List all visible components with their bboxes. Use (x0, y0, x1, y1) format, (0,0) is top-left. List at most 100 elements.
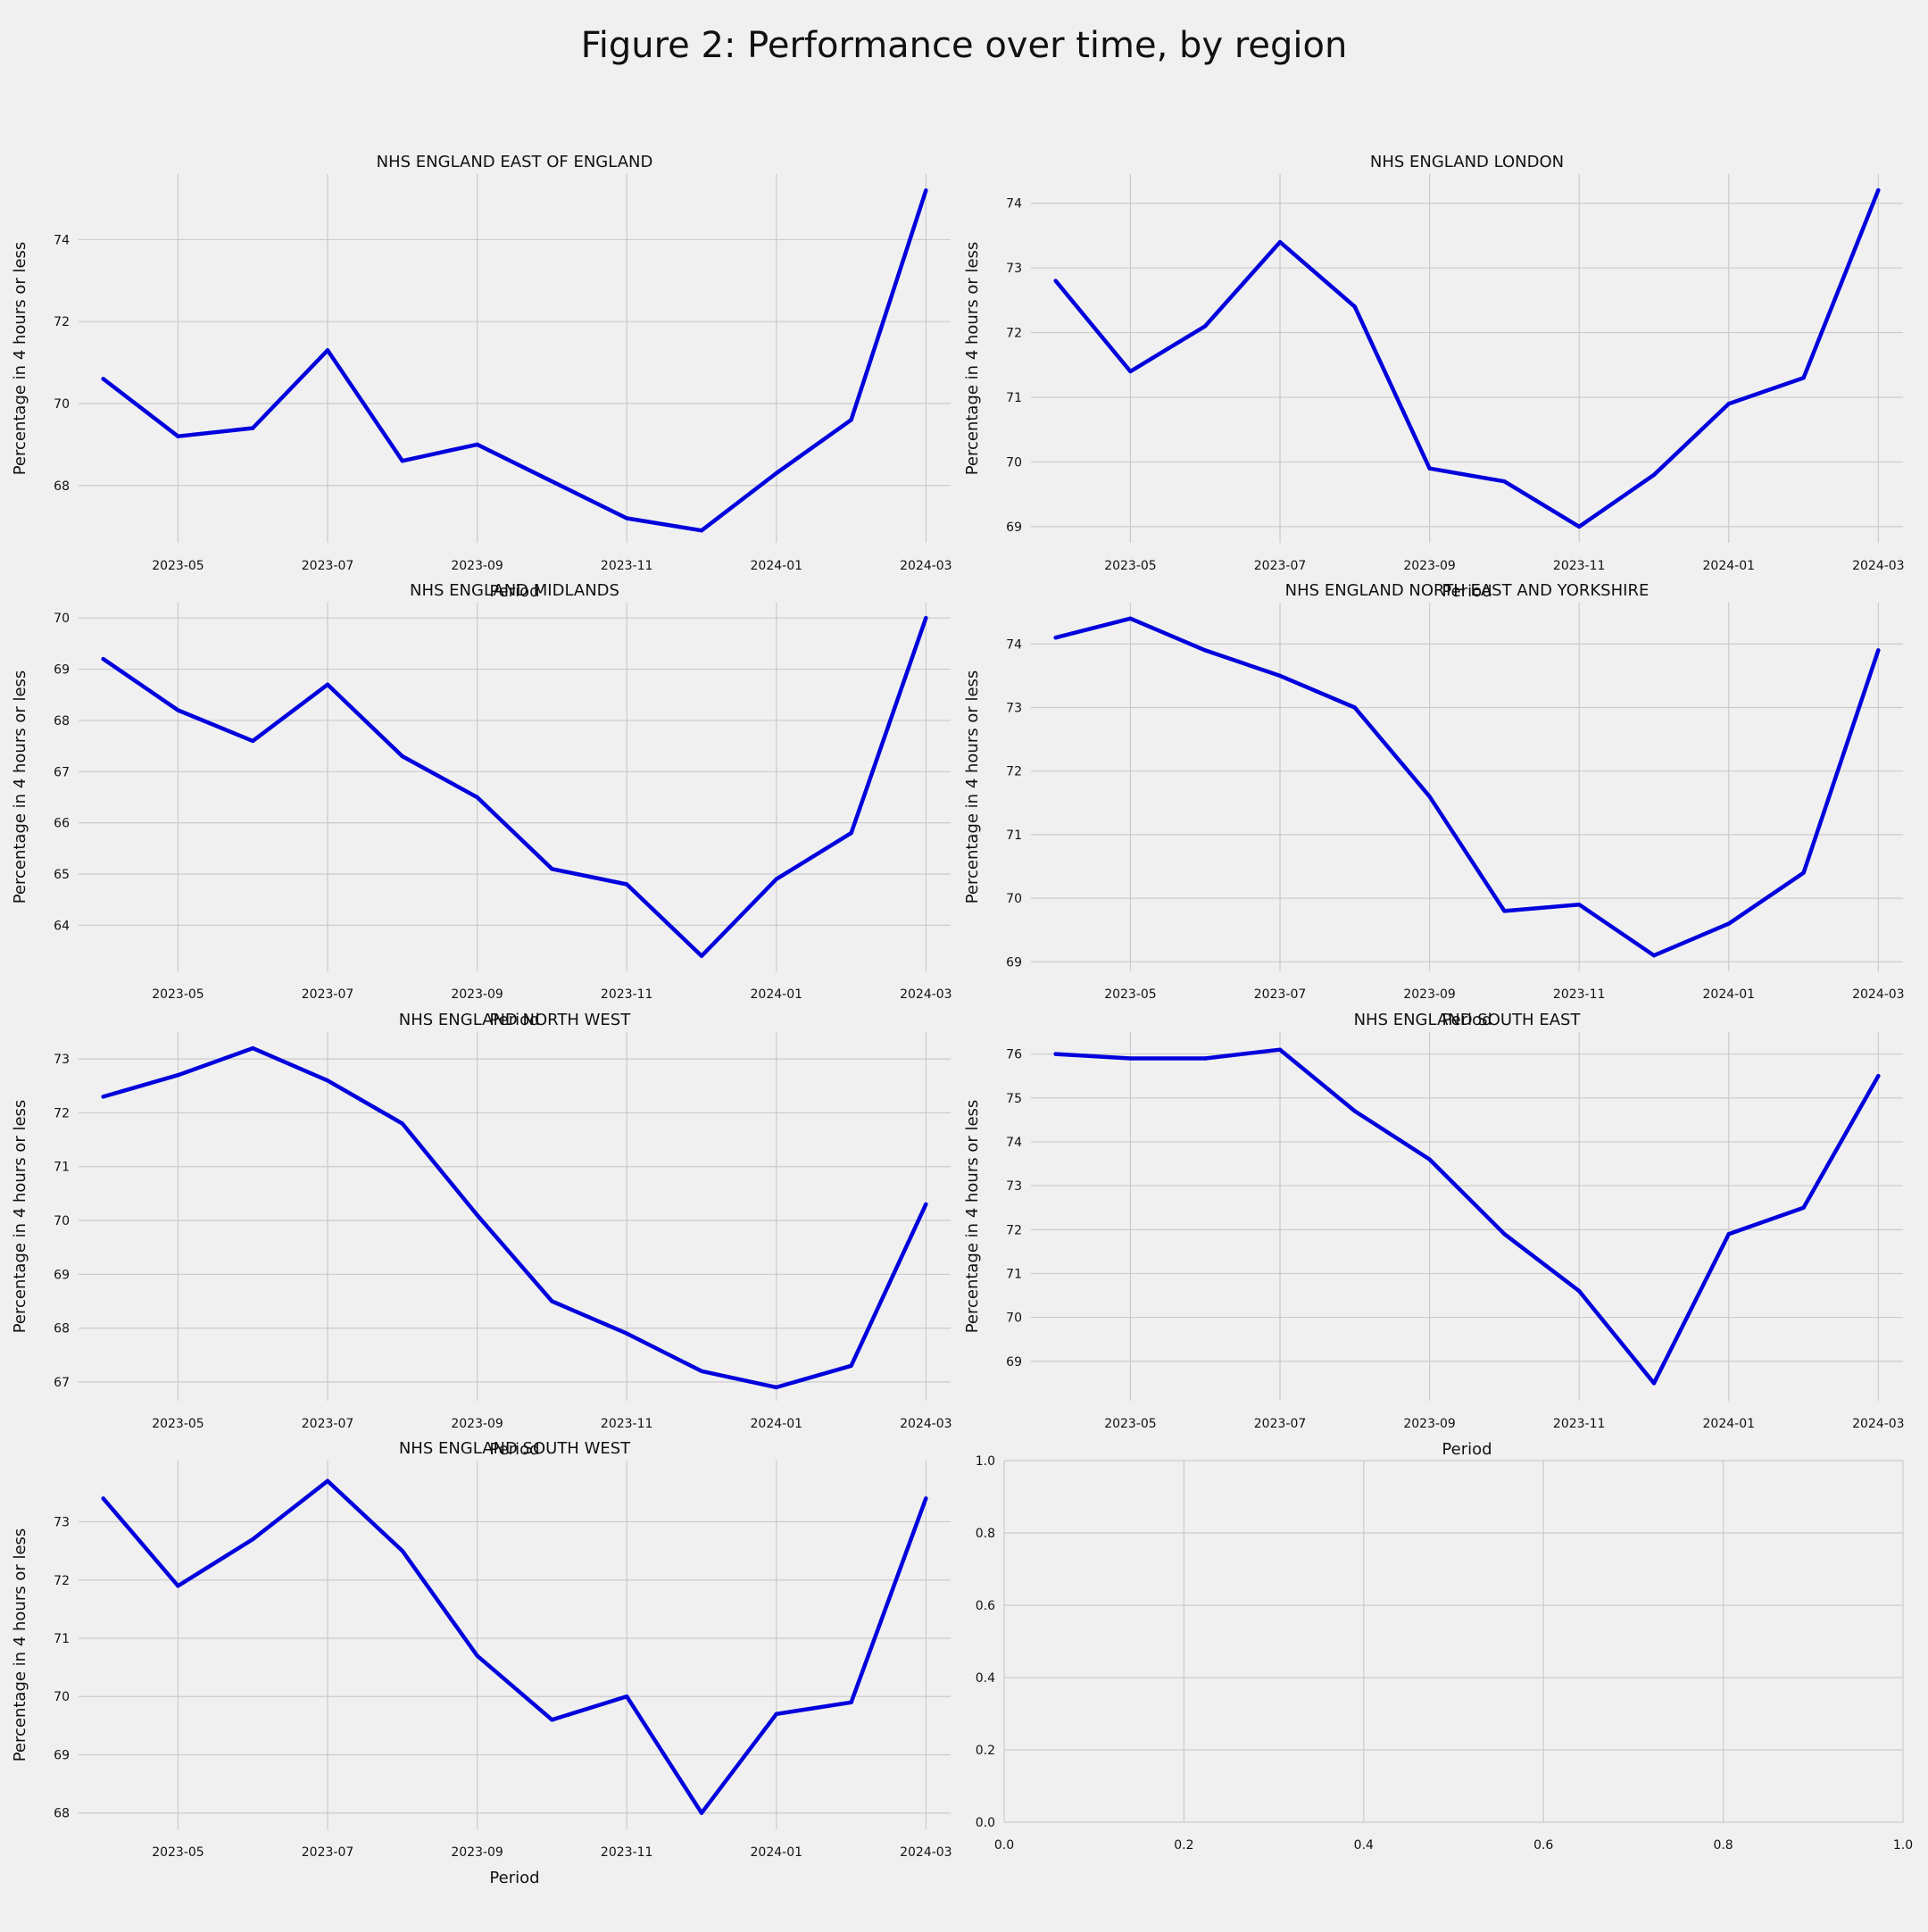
x-tick-label: 2023-09 (451, 559, 503, 573)
data-point (624, 1695, 629, 1699)
y-tick-label: 73 (1006, 1179, 1022, 1194)
y-tick-label: 69 (54, 1268, 70, 1282)
x-tick-label: 2023-05 (152, 987, 204, 1002)
data-point (101, 377, 105, 381)
y-tick-label: 0.0 (976, 1816, 995, 1830)
x-tick-label: 2023-05 (152, 559, 204, 573)
data-point (400, 1548, 405, 1553)
y-tick-label: 71 (54, 1161, 70, 1175)
data-point (924, 1202, 928, 1207)
x-tick-label: 2024-03 (1852, 1417, 1905, 1431)
data-point (924, 188, 928, 193)
y-tick-label: 74 (1006, 637, 1022, 652)
data-point (325, 682, 330, 687)
data-point (475, 795, 479, 800)
x-tick-label: 2023-05 (152, 1845, 204, 1860)
subplot: 2023-05 2023-07 2023-09 2023-11 2024-01 2024-… (963, 581, 1905, 1029)
x-tick-label: 2024-01 (751, 1417, 803, 1431)
x-tick-label: 2023-09 (451, 1417, 503, 1431)
subplot: 2023-05 2023-07 2023-09 2023-11 2024-01 2024-… (11, 1011, 952, 1459)
y-tick-label: 71 (1006, 391, 1022, 405)
x-axis-label: Period (489, 1440, 539, 1459)
x-tick-label: 2024-03 (900, 1417, 952, 1431)
y-axis-label: Percentage in 4 hours or less (11, 670, 29, 904)
subplot-title: NHS ENGLAND LONDON (1370, 153, 1564, 171)
x-axis-label: Period (1442, 1440, 1492, 1459)
data-point (774, 1385, 778, 1390)
data-point (1128, 1056, 1133, 1061)
data-point (624, 1331, 629, 1336)
x-tick-label: 2023-09 (451, 987, 503, 1002)
subplot-title: NHS ENGLAND EAST OF ENGLAND (377, 153, 653, 171)
data-point (1427, 466, 1432, 471)
y-tick-label: 0.6 (976, 1599, 995, 1613)
data-point (1651, 1381, 1657, 1386)
y-tick-label: 75 (1006, 1092, 1022, 1106)
y-axis-label: Percentage in 4 hours or less (963, 242, 982, 476)
data-point (1502, 479, 1507, 484)
y-tick-label: 70 (54, 612, 70, 626)
data-point (1651, 953, 1657, 958)
y-tick-label: 68 (54, 479, 70, 494)
data-point (774, 471, 778, 476)
data-point (849, 830, 853, 836)
y-tick-label: 74 (54, 233, 70, 247)
y-tick-label: 73 (54, 1053, 70, 1067)
x-tick-label: 2023-05 (1104, 1417, 1157, 1431)
data-point (550, 479, 554, 484)
y-tick-label: 73 (54, 1516, 70, 1530)
x-tick-label: 2023-05 (1104, 559, 1157, 573)
data-point (1801, 1205, 1806, 1210)
data-point (251, 1536, 255, 1542)
data-point (1427, 794, 1432, 799)
x-tick-label: 2023-05 (152, 1417, 204, 1431)
data-point (849, 1363, 853, 1369)
data-point (475, 1212, 479, 1218)
y-tick-label: 65 (54, 868, 70, 882)
subplot: 2023-05 2023-07 2023-09 2023-11 2024-01 2024-… (11, 1439, 952, 1887)
y-tick-label: 70 (1006, 455, 1022, 470)
y-tick-label: 0.2 (976, 1744, 995, 1758)
data-point (849, 418, 853, 422)
y-tick-label: 71 (1006, 1267, 1022, 1281)
y-tick-label: 74 (1006, 197, 1022, 212)
x-axis-label: Period (1442, 1011, 1492, 1029)
figure-title: Figure 2: Performance over time, by regi… (580, 25, 1348, 66)
data-point (400, 1121, 405, 1126)
y-tick-label: 68 (54, 1322, 70, 1337)
y-tick-label: 68 (54, 1807, 70, 1821)
x-tick-label: 0.6 (1533, 1838, 1553, 1853)
data-point (325, 1478, 330, 1484)
data-point (1277, 1047, 1283, 1052)
data-point (1801, 376, 1806, 380)
x-tick-label: 2023-11 (601, 987, 653, 1002)
y-tick-label: 73 (1006, 701, 1022, 715)
data-point (1128, 369, 1133, 374)
data-point (1502, 1231, 1507, 1237)
y-axis-label: Percentage in 4 hours or less (963, 1100, 982, 1334)
x-tick-label: 0.2 (1174, 1838, 1193, 1853)
y-tick-label: 68 (54, 714, 70, 729)
y-tick-label: 72 (54, 315, 70, 329)
x-tick-label: 2023-09 (1403, 1417, 1456, 1431)
y-tick-label: 67 (54, 1376, 70, 1390)
x-tick-label: 2023-11 (1553, 559, 1606, 573)
y-tick-label: 72 (54, 1106, 70, 1120)
data-point (475, 1653, 479, 1658)
data-point (176, 1073, 180, 1078)
x-tick-label: 2023-11 (1553, 987, 1606, 1002)
y-tick-label: 69 (1006, 955, 1022, 970)
data-point (774, 1711, 778, 1717)
data-point (1277, 673, 1283, 679)
x-tick-label: 2023-09 (1403, 559, 1456, 573)
y-tick-label: 71 (54, 1632, 70, 1646)
x-tick-label: 2024-01 (1703, 559, 1756, 573)
y-tick-label: 72 (1006, 327, 1022, 341)
data-point (550, 1718, 554, 1722)
series-line (101, 1478, 928, 1815)
x-axis-label: Period (489, 1011, 539, 1029)
data-point (1277, 239, 1283, 245)
data-point (1053, 635, 1058, 640)
x-tick-label: 2024-03 (900, 987, 952, 1002)
